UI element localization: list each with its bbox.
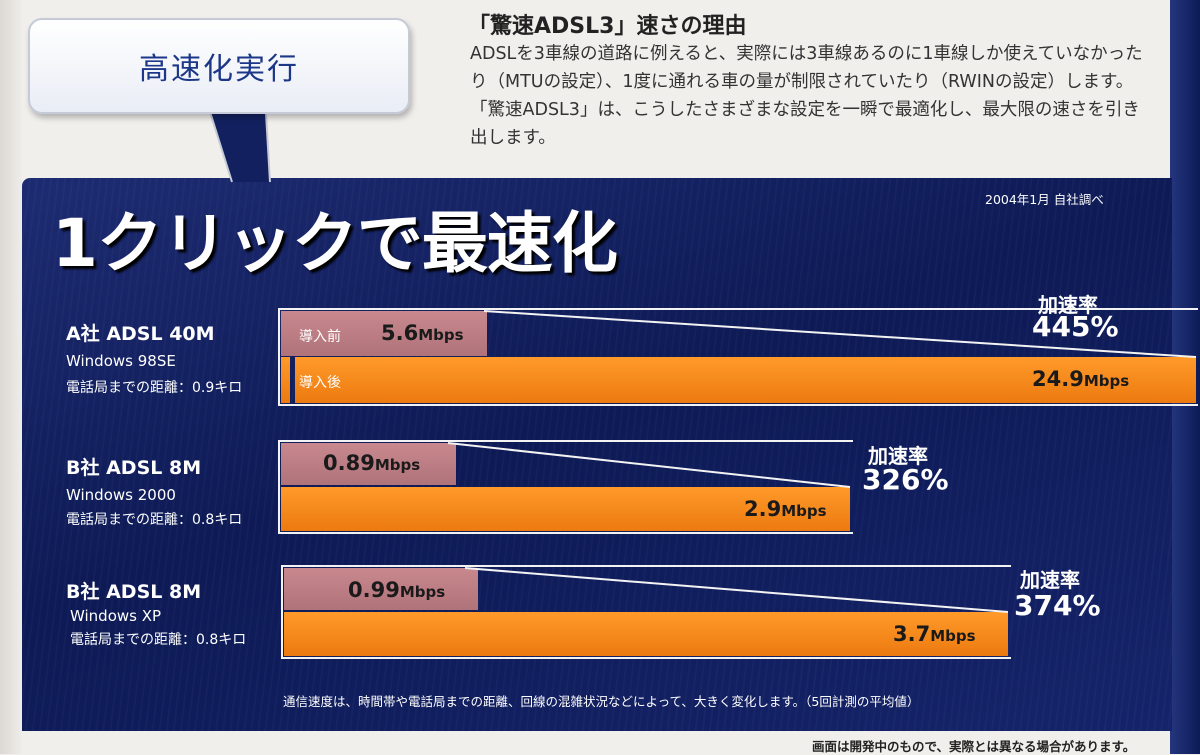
group-os: Windows 2000 xyxy=(66,486,176,504)
value-unit: Mbps xyxy=(399,583,446,601)
bar-before xyxy=(281,443,456,485)
bar-group-frame xyxy=(281,565,1011,659)
bubble-label: 高速化実行 xyxy=(139,52,299,87)
group-distance: 電話局までの距離：0.8キロ xyxy=(70,632,247,648)
group-distance: 電話局までの距離：0.8キロ xyxy=(66,512,243,528)
value-label-before: 5.6Mbps xyxy=(381,321,464,345)
chart-footnote: 通信速度は、時間帯や電話局までの距離、回線の混雑状況などによって、大きく変化しま… xyxy=(283,694,920,709)
value-number: 2.9 xyxy=(744,497,782,521)
rate-value: 445% xyxy=(1032,310,1119,343)
group-name: B社 ADSL 8M xyxy=(66,457,202,479)
bar-after xyxy=(281,487,850,531)
group-name: B社 ADSL 8M xyxy=(66,581,202,603)
value-unit: Mbps xyxy=(1083,372,1130,390)
rate-value: 326% xyxy=(862,463,949,496)
value-number: 3.7 xyxy=(893,622,931,646)
bar-before xyxy=(284,568,478,610)
rate-value: 374% xyxy=(1014,589,1101,622)
speed-up-bubble: 高速化実行 xyxy=(28,18,410,114)
explanation-body: ADSLを3車線の道路に例えると、実際には3車線あるのに1車線しか使えていなかっ… xyxy=(470,44,1143,148)
bar-group-frame xyxy=(278,308,1198,406)
bar-after-edge xyxy=(281,357,290,403)
tag-after: 導入後 xyxy=(299,375,341,391)
bar-group-frame xyxy=(278,440,853,534)
value-label-before: 0.89Mbps xyxy=(323,451,420,475)
rate-label: 加速率 xyxy=(868,444,928,468)
group-name: A社 ADSL 40M xyxy=(66,323,215,345)
value-number: 24.9 xyxy=(1032,367,1084,391)
value-number: 0.89 xyxy=(323,451,375,475)
left-page-edge xyxy=(0,0,22,754)
value-label-after: 2.9Mbps xyxy=(744,497,827,521)
explanation-title: 「驚速ADSL3」速さの理由 xyxy=(468,14,747,39)
value-label-before: 0.99Mbps xyxy=(348,578,445,602)
value-unit: Mbps xyxy=(781,502,827,520)
value-unit: Mbps xyxy=(930,627,976,645)
chart-title: 1クリックで最速化 xyxy=(52,205,618,282)
chart-source: 2004年1月 自社調べ xyxy=(985,192,1104,207)
value-label-after: 3.7Mbps xyxy=(893,622,976,646)
rate-label: 加速率 xyxy=(1020,568,1080,592)
bar-before xyxy=(281,311,487,356)
group-os: Windows 98SE xyxy=(66,352,176,370)
tag-before: 導入前 xyxy=(299,329,341,345)
group-distance: 電話局までの距離：0.9キロ xyxy=(66,380,243,396)
group-os: Windows XP xyxy=(70,607,162,625)
value-label-after: 24.9Mbps xyxy=(1032,367,1129,391)
disclaimer: 画面は開発中のもので、実際とは異なる場合があります。 xyxy=(812,739,1136,754)
value-number: 0.99 xyxy=(348,578,400,602)
bar-after xyxy=(295,357,1196,403)
bar-after xyxy=(284,612,1008,656)
value-unit: Mbps xyxy=(374,456,421,474)
value-number: 5.6 xyxy=(381,321,419,345)
value-unit: Mbps xyxy=(418,326,464,344)
